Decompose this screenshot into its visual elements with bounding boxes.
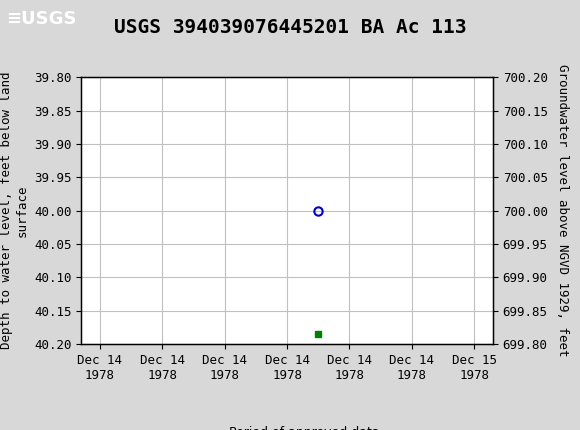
Text: ≡USGS: ≡USGS (6, 10, 77, 28)
Y-axis label: Groundwater level above NGVD 1929, feet: Groundwater level above NGVD 1929, feet (556, 64, 569, 357)
Text: USGS 394039076445201 BA Ac 113: USGS 394039076445201 BA Ac 113 (114, 18, 466, 37)
Y-axis label: Depth to water level, feet below land
surface: Depth to water level, feet below land su… (1, 72, 28, 350)
Legend: Period of approved data: Period of approved data (189, 421, 385, 430)
